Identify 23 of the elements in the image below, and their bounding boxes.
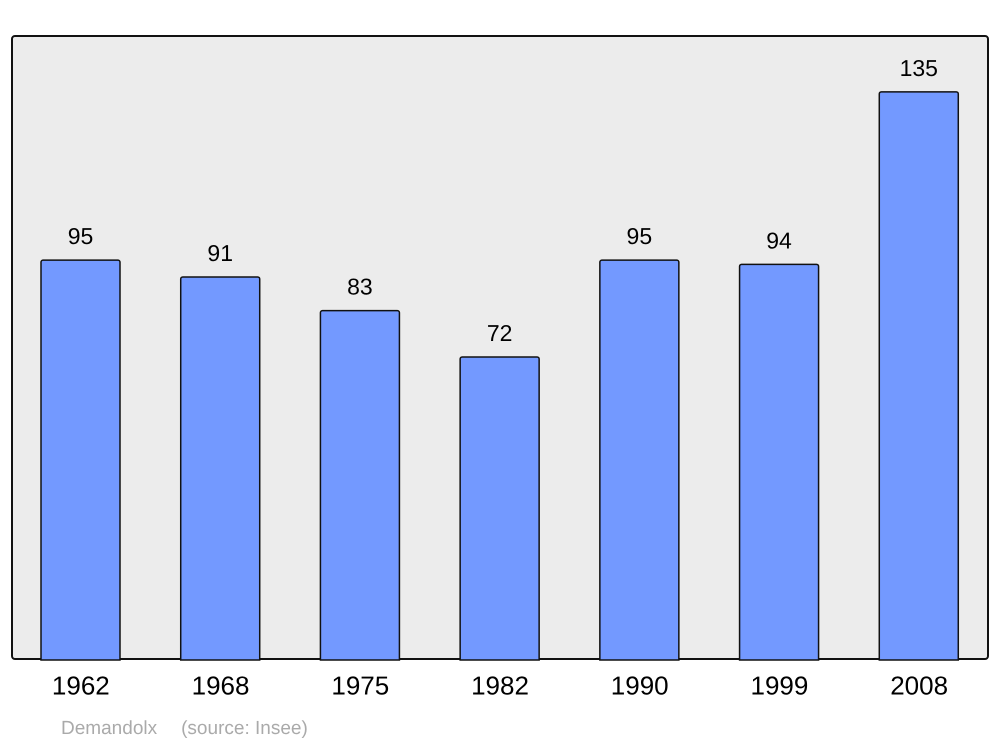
data-label: 72 (486, 320, 512, 346)
bar (320, 310, 400, 661)
data-label: 95 (68, 223, 94, 250)
data-label: 83 (347, 274, 373, 300)
data-label: 91 (207, 240, 234, 266)
bar (738, 264, 820, 661)
bar (180, 276, 260, 661)
x-tick-label: 1990 (610, 670, 669, 700)
bar (40, 259, 121, 661)
x-tick-label: 2008 (890, 670, 948, 700)
x-tick-label: 1999 (750, 670, 808, 700)
x-tick-label: 1968 (192, 670, 250, 700)
data-label: 95 (626, 223, 652, 250)
x-tick-label: 1975 (331, 670, 390, 700)
data-label: 94 (766, 227, 792, 254)
bar (878, 91, 960, 661)
bar (599, 259, 680, 661)
text: Demandolx (61, 718, 158, 740)
bar (459, 356, 540, 661)
x-tick-label: 1962 (52, 670, 110, 700)
x-tick-label: 1982 (471, 670, 529, 700)
data-label: 135 (900, 54, 938, 81)
text: (source: Insee) (181, 718, 308, 740)
